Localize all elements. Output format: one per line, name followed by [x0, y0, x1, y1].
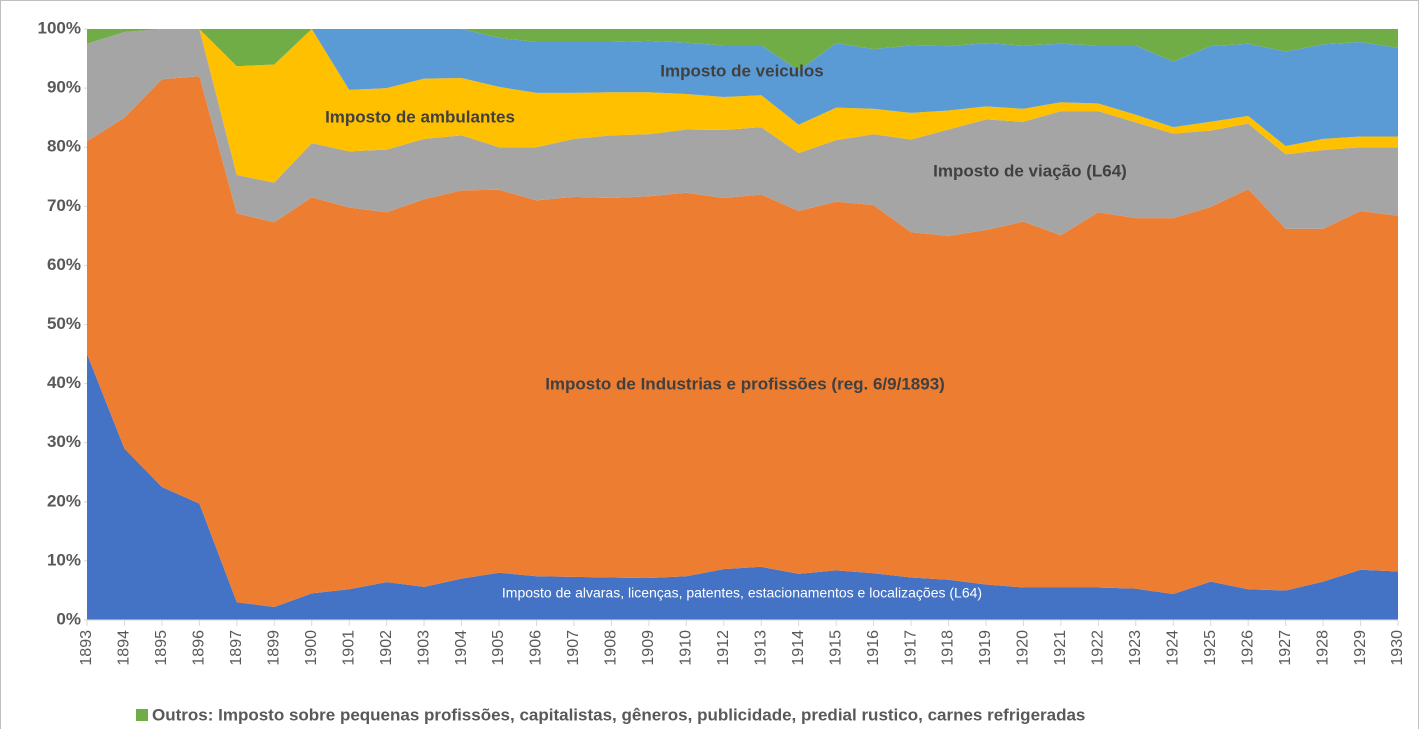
series-label: Imposto de veiculos [660, 61, 823, 80]
y-tick-label: 0% [56, 609, 81, 628]
x-tick-label: 1903 [415, 630, 432, 666]
x-tick-label: 1925 [1202, 630, 1219, 666]
x-tick-label: 1905 [490, 630, 507, 666]
x-tick-label: 1927 [1277, 630, 1294, 666]
x-tick-label: 1926 [1239, 630, 1256, 666]
x-tick-label: 1915 [827, 630, 844, 666]
y-tick-label: 70% [47, 196, 81, 215]
x-tick-label: 1908 [603, 630, 620, 666]
x-tick-label: 1916 [865, 630, 882, 666]
y-tick-label: 40% [47, 373, 81, 392]
x-tick-label: 1929 [1352, 630, 1369, 666]
x-tick-label: 1912 [715, 630, 732, 666]
series-label: Imposto de alvaras, licenças, patentes, … [502, 585, 982, 601]
area [87, 29, 1398, 183]
x-tick-label: 1928 [1314, 630, 1331, 666]
y-tick-label: 60% [47, 255, 81, 274]
area [87, 354, 1398, 620]
x-tick-label: 1924 [1164, 630, 1181, 666]
x-tick-label: 1894 [116, 630, 133, 666]
x-tick-label: 1896 [191, 630, 208, 666]
x-tick-label: 1920 [1015, 630, 1032, 666]
y-tick-label: 20% [47, 491, 81, 510]
y-tick-label: 90% [47, 78, 81, 97]
x-tick-label: 1901 [340, 630, 357, 666]
area [87, 29, 1398, 71]
series-label: Imposto de viação (L64) [933, 161, 1127, 180]
x-tick-label: 1909 [640, 630, 657, 666]
x-tick-label: 1902 [378, 630, 395, 666]
x-tick-label: 1923 [1127, 630, 1144, 666]
y-tick-label: 10% [47, 550, 81, 569]
y-tick-label: 50% [47, 314, 81, 333]
y-tick-label: 80% [47, 137, 81, 156]
x-tick-label: 1895 [153, 630, 170, 666]
x-tick-label: 1930 [1389, 630, 1406, 666]
x-tick-label: 1900 [303, 630, 320, 666]
y-tick-label: 100% [38, 18, 81, 37]
area [87, 76, 1398, 607]
x-tick-label: 1918 [940, 630, 957, 666]
x-tick-label: 1917 [902, 630, 919, 666]
legend-label: Outros: Imposto sobre pequenas profissõe… [152, 705, 1085, 724]
x-tick-label: 1897 [228, 630, 245, 666]
x-tick-label: 1913 [752, 630, 769, 666]
x-tick-label: 1919 [977, 630, 994, 666]
x-tick-label: 1907 [565, 630, 582, 666]
area [87, 29, 1398, 236]
x-tick-label: 1904 [453, 630, 470, 666]
x-tick-label: 1899 [266, 630, 283, 666]
y-tick-label: 30% [47, 432, 81, 451]
x-tick-label: 1906 [528, 630, 545, 666]
x-tick-label: 1921 [1052, 630, 1069, 666]
series-label: Imposto de ambulantes [325, 107, 515, 126]
series-label: Imposto de Industrias e profissões (reg.… [545, 374, 945, 393]
x-tick-label: 1922 [1090, 630, 1107, 666]
area [87, 29, 1398, 147]
x-tick-label: 1914 [790, 630, 807, 666]
legend-swatch [136, 709, 148, 721]
x-tick-label: 1910 [678, 630, 695, 666]
x-tick-label: 1893 [78, 630, 95, 666]
